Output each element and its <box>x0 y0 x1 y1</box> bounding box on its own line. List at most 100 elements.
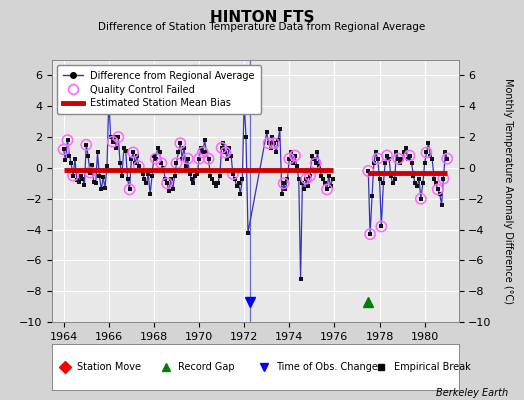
Point <box>63 137 72 143</box>
Point <box>88 162 96 168</box>
Point <box>294 176 303 182</box>
Point <box>387 172 395 179</box>
Point <box>129 149 137 156</box>
Point <box>123 176 132 182</box>
Point <box>157 160 166 166</box>
Point <box>82 142 91 148</box>
Point <box>116 160 124 166</box>
Point <box>156 149 164 156</box>
Point <box>394 156 402 162</box>
Point <box>206 172 214 179</box>
Point <box>285 156 293 162</box>
Point <box>308 152 316 159</box>
Point <box>137 168 145 174</box>
Point <box>236 191 245 197</box>
Text: Station Move: Station Move <box>77 362 141 372</box>
Point <box>82 142 91 148</box>
Point <box>233 183 241 190</box>
Point <box>300 186 309 193</box>
Point <box>398 156 406 162</box>
Point <box>92 180 100 186</box>
Point <box>77 172 85 179</box>
Point <box>201 137 209 143</box>
Point <box>417 196 425 202</box>
Point <box>319 176 328 182</box>
Point <box>146 191 154 197</box>
Point <box>97 186 105 193</box>
Point <box>329 176 337 182</box>
Text: Record Gap: Record Gap <box>178 362 235 372</box>
Point <box>183 156 192 162</box>
Point <box>310 156 318 162</box>
Point <box>212 183 220 190</box>
Point <box>210 180 219 186</box>
Point <box>274 137 282 143</box>
Point <box>204 156 213 162</box>
Point <box>368 192 376 199</box>
Point <box>306 172 314 179</box>
Point <box>225 145 233 151</box>
Point <box>135 163 143 170</box>
Point <box>176 140 184 146</box>
Point <box>69 172 78 179</box>
Point <box>428 156 436 162</box>
Point <box>188 176 196 182</box>
Point <box>95 172 104 179</box>
Point <box>144 171 152 177</box>
Point <box>69 172 78 179</box>
Point <box>407 160 416 166</box>
Point <box>392 149 401 156</box>
Point <box>202 149 211 156</box>
Point <box>112 145 121 151</box>
Point <box>323 186 331 193</box>
Point <box>443 156 451 162</box>
Point <box>381 160 389 166</box>
Point <box>63 137 72 143</box>
Point <box>266 145 275 151</box>
Point <box>364 168 373 174</box>
Point <box>118 172 126 179</box>
Point <box>215 172 224 179</box>
Point <box>204 156 213 162</box>
Point <box>129 149 137 156</box>
Point <box>227 152 235 159</box>
Point <box>285 156 293 162</box>
Point <box>174 149 182 156</box>
Point <box>272 149 280 156</box>
Point <box>279 180 288 186</box>
Point <box>432 180 440 186</box>
Point <box>138 171 147 177</box>
Point <box>289 160 297 166</box>
Point <box>178 156 187 162</box>
Point <box>125 186 134 193</box>
Point <box>270 140 278 146</box>
Point <box>238 176 247 182</box>
Point <box>180 145 188 151</box>
Point <box>93 149 102 156</box>
Point <box>313 149 322 156</box>
Point <box>403 156 412 162</box>
Point <box>311 160 320 166</box>
Point <box>223 156 232 162</box>
Point <box>193 171 201 177</box>
Point <box>228 171 237 177</box>
Point <box>74 178 83 185</box>
Point <box>441 149 450 156</box>
Point <box>161 176 169 182</box>
Point <box>114 134 123 140</box>
Point <box>372 149 380 156</box>
Point <box>127 156 136 162</box>
Text: Difference of Station Temperature Data from Regional Average: Difference of Station Temperature Data f… <box>99 22 425 32</box>
Point <box>140 176 149 182</box>
Point <box>304 183 312 190</box>
Point <box>167 176 175 182</box>
Point <box>374 156 382 162</box>
Point <box>383 152 391 159</box>
Point <box>163 180 171 186</box>
Point <box>195 156 203 162</box>
Point <box>364 168 373 174</box>
Point <box>221 149 230 156</box>
Point <box>60 146 68 152</box>
Point <box>443 156 451 162</box>
Point <box>110 134 118 140</box>
